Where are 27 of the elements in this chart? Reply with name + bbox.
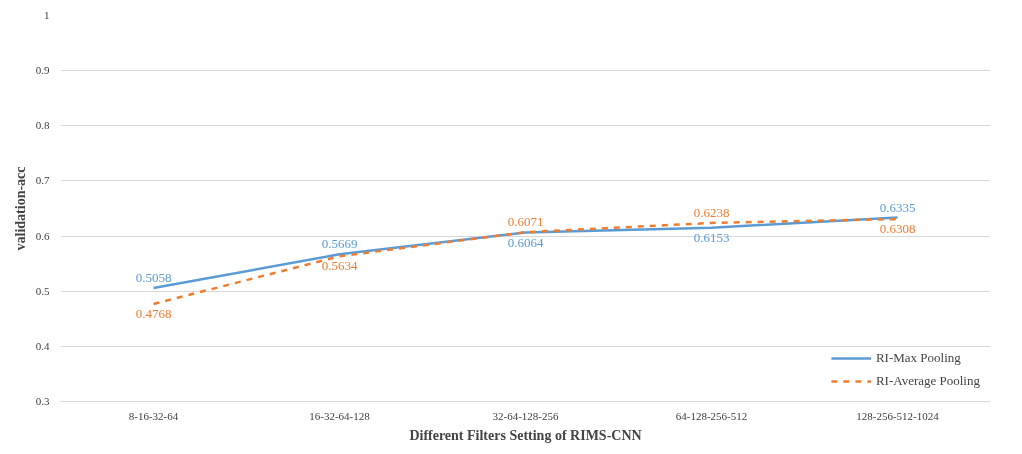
- legend-label: RI-Max Pooling: [875, 350, 961, 366]
- data-label: 0.6308: [879, 221, 916, 237]
- y-tick-label: 0.4: [35, 339, 50, 352]
- legend-label: RI-Average Pooling: [875, 373, 980, 389]
- data-label: 0.5058: [135, 270, 172, 286]
- data-label: 0.6335: [879, 199, 916, 215]
- data-label: 0.4768: [135, 306, 172, 322]
- data-label: 0.6153: [693, 229, 730, 245]
- data-label: 0.5669: [321, 236, 358, 252]
- x-axis-title: Different Filters Setting of RIMS-CNN: [409, 427, 642, 443]
- y-tick-label: 0.9: [35, 64, 50, 77]
- y-tick-label: 0.5: [35, 284, 50, 297]
- y-tick-label: 0.8: [35, 119, 50, 132]
- data-label: 0.6071: [507, 214, 544, 230]
- data-label: 0.6064: [507, 234, 544, 250]
- y-tick-label: 1: [44, 9, 50, 21]
- data-label: 0.5634: [321, 258, 358, 274]
- data-label: 0.6238: [693, 204, 730, 220]
- x-tick-label: 32-64-128-256: [492, 409, 559, 422]
- x-tick-label: 8-16-32-64: [128, 409, 179, 422]
- y-tick-label: 0.6: [35, 229, 50, 242]
- x-tick-label: 16-32-64-128: [309, 409, 371, 422]
- y-tick-label: 0.3: [35, 395, 50, 407]
- y-axis-title: validation-acc: [12, 166, 28, 251]
- x-tick-label: 128-256-512-1024: [856, 409, 940, 422]
- y-tick-label: 0.7: [35, 174, 50, 187]
- x-tick-label: 64-128-256-512: [675, 409, 748, 422]
